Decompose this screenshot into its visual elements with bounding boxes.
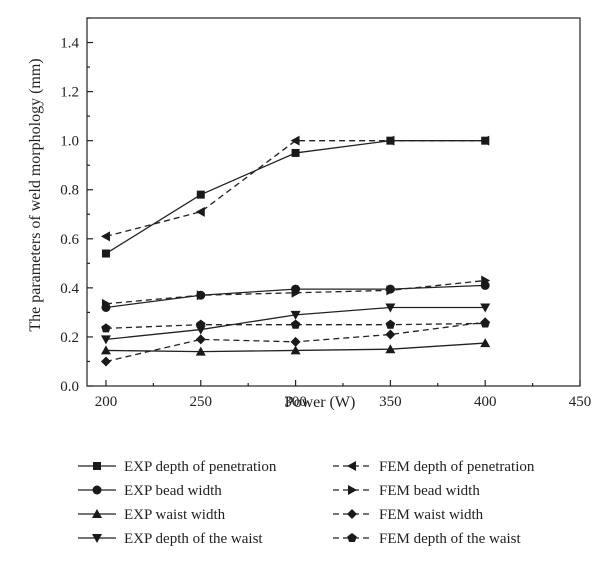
legend-item: EXP depth of the waist: [78, 531, 263, 547]
data-point: [480, 135, 490, 146]
data-point: [291, 287, 301, 298]
x-tick-label: 450: [569, 394, 592, 410]
data-point: [101, 298, 111, 309]
legend-marker: [347, 461, 356, 471]
series-2: [100, 135, 490, 242]
data-point: [195, 346, 206, 356]
data-point: [385, 329, 396, 340]
y-tick-label: 0.4: [60, 281, 79, 297]
x-tick-label: 350: [379, 394, 402, 410]
legend-marker: [347, 509, 357, 519]
legend-item: EXP bead width: [78, 483, 222, 499]
data-point: [385, 135, 395, 146]
y-tick-label: 0.6: [60, 232, 79, 248]
data-point: [196, 319, 206, 329]
legend-item: FEM depth of penetration: [333, 459, 535, 475]
legend-label: EXP waist width: [124, 507, 226, 523]
series-layer: [100, 135, 491, 367]
data-point: [480, 303, 491, 313]
legend-item: EXP depth of penetration: [78, 459, 277, 475]
data-point: [290, 345, 301, 355]
data-point: [385, 319, 396, 329]
data-point: [100, 356, 111, 367]
data-point: [100, 345, 111, 355]
legend-item: FEM depth of the waist: [333, 531, 521, 547]
legend-marker: [92, 534, 102, 543]
series-line: [105, 140, 486, 237]
y-tick-label: 0.0: [60, 379, 79, 395]
legend-marker: [347, 533, 357, 543]
x-tick-label: 200: [95, 394, 118, 410]
y-tick-label: 0.8: [60, 183, 79, 199]
legend: EXP depth of penetration FEM depth of pen…: [78, 459, 535, 547]
x-tick-label: 300: [284, 394, 307, 410]
data-point: [385, 303, 396, 313]
plot-frame: [86, 17, 581, 387]
data-point: [195, 206, 205, 217]
x-axis-title: Power (W): [285, 394, 356, 411]
series-4: [101, 275, 491, 309]
y-tick-label: 1.2: [60, 85, 79, 101]
data-point: [290, 319, 301, 329]
data-point: [385, 344, 396, 354]
legend-marker: [92, 485, 102, 495]
y-tick-label: 1.4: [60, 36, 79, 52]
series-1: [101, 136, 490, 258]
plot-area: [86, 17, 581, 387]
data-point: [290, 135, 300, 146]
series-line: [105, 322, 486, 329]
data-point: [481, 275, 491, 286]
x-axis: 200 250 300 350 400 450: [95, 380, 592, 410]
data-point: [101, 323, 111, 333]
data-point: [480, 318, 490, 328]
data-point: [100, 335, 111, 345]
y-axis: 0.0 0.2 0.4 0.6 0.8 1.0 1.2 1.4: [60, 17, 93, 395]
series-line: [105, 140, 486, 255]
legend-label: EXP bead width: [124, 483, 222, 499]
legend-label: EXP depth of the waist: [124, 531, 263, 547]
y-tick-label: 0.2: [60, 330, 79, 346]
data-point: [196, 290, 206, 301]
legend-marker: [348, 485, 357, 495]
series-8: [101, 318, 490, 333]
series-7: [100, 303, 491, 345]
data-point: [290, 336, 301, 347]
series-5: [100, 338, 491, 356]
legend-item: FEM waist width: [333, 507, 484, 523]
x-tick-label: 400: [474, 394, 497, 410]
legend-label: FEM depth of the waist: [379, 531, 521, 547]
data-point: [101, 249, 110, 258]
data-point: [100, 231, 110, 242]
legend-label: FEM bead width: [379, 483, 480, 499]
legend-label: FEM waist width: [379, 507, 484, 523]
y-axis-title: The parameters of weld morphology (mm): [27, 58, 44, 331]
legend-label: EXP depth of penetration: [124, 459, 277, 475]
legend-marker: [93, 462, 101, 470]
data-point: [290, 310, 301, 320]
data-point: [480, 338, 491, 348]
data-point: [196, 190, 205, 199]
legend-item: EXP waist width: [78, 507, 226, 523]
x-tick-label: 250: [190, 394, 213, 410]
data-point: [386, 285, 396, 296]
y-tick-label: 1.0: [60, 134, 79, 150]
legend-item: FEM bead width: [333, 483, 480, 499]
data-point: [291, 148, 300, 157]
data-point: [195, 334, 206, 345]
legend-marker: [92, 509, 102, 518]
legend-label: FEM depth of penetration: [379, 459, 535, 475]
